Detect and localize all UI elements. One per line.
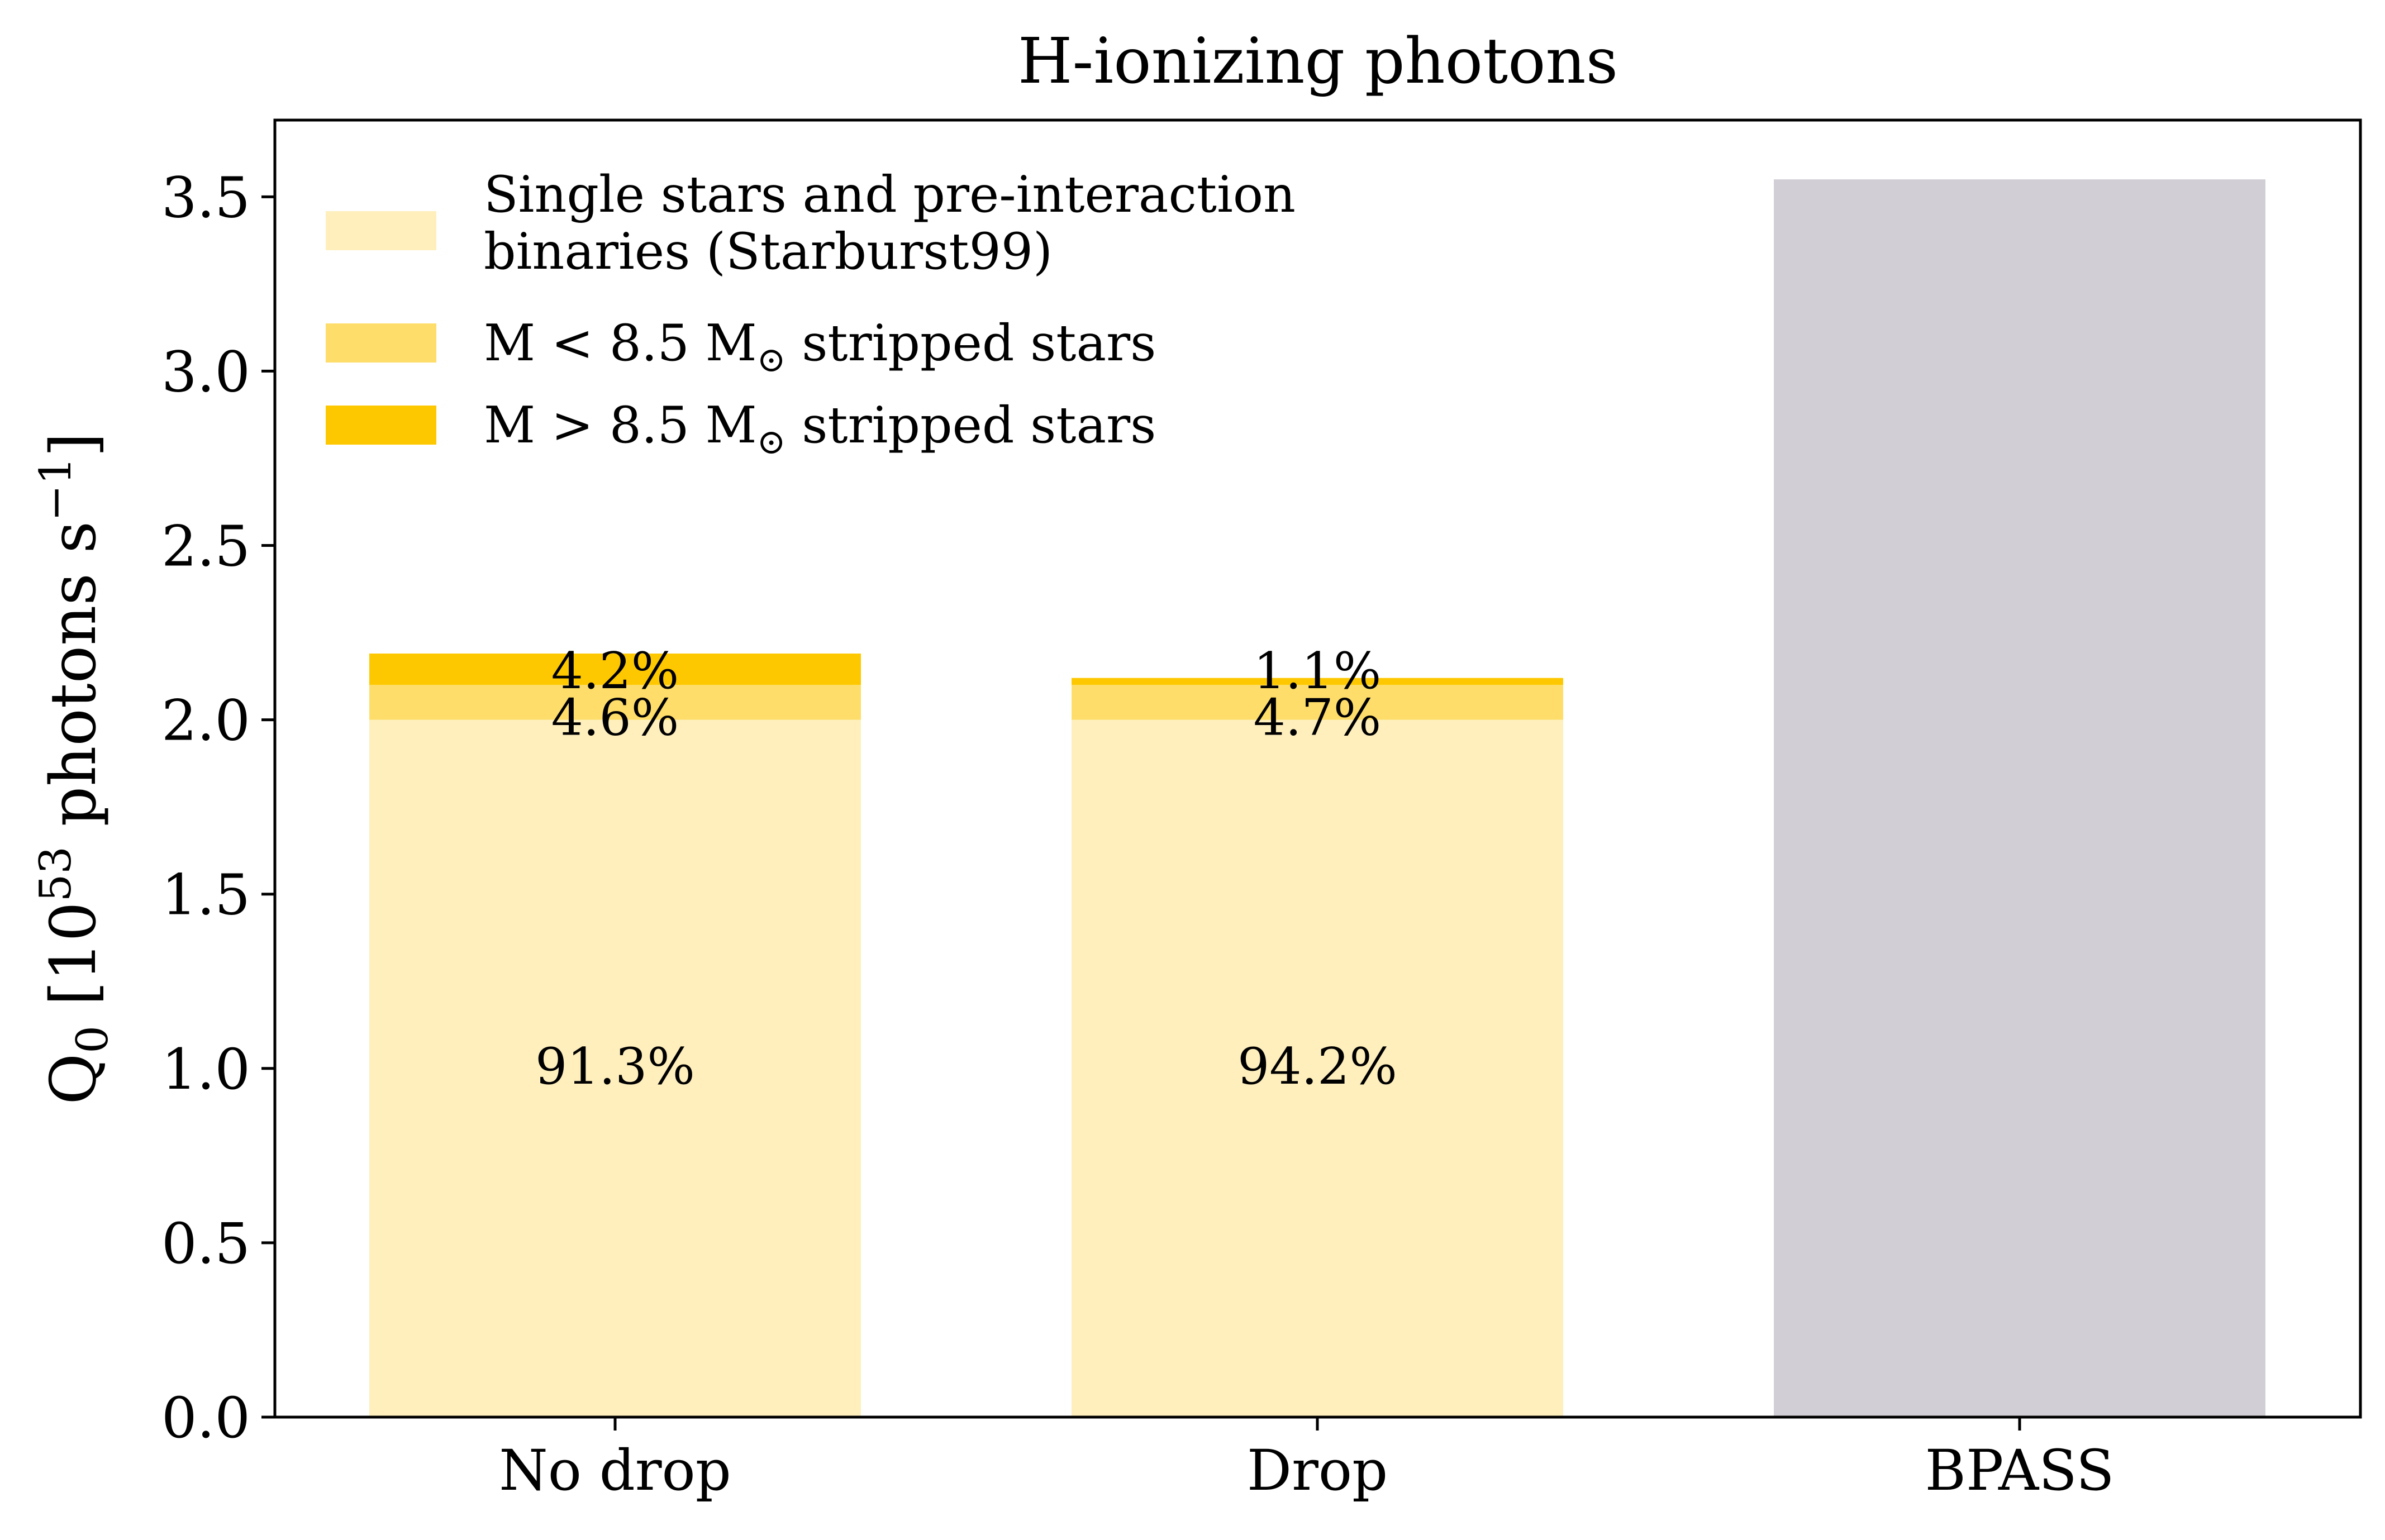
legend-label: M > 8.5 M⊙ stripped stars (484, 396, 1156, 462)
bar-labels-layer: 91.3% 94.2% 4.6% 4.7% 4.2% 1.1% (535, 642, 1397, 1096)
y-tick-label: 0.5 (161, 1211, 250, 1276)
bar-segment-1-0 (369, 685, 861, 720)
x-tick-label: Drop (1247, 1438, 1388, 1503)
x-tick-label: BPASS (1925, 1438, 2114, 1503)
bar-segment-0-0 (369, 719, 861, 1417)
y-tick-label: 3.0 (161, 339, 250, 404)
legend-swatch (326, 211, 436, 250)
bar-value-label-2-1: 1.1% (1254, 642, 1382, 700)
bars-layer (369, 179, 2265, 1418)
bar-segment-1-1 (1072, 685, 1563, 720)
y-label-prefix-sub: 0 (68, 1026, 118, 1053)
y-tick-label: 3.5 (161, 165, 250, 230)
y-label-exp1: 53 (31, 846, 81, 902)
legend-swatch (326, 323, 436, 363)
bar-value-label-2-0: 4.2% (551, 642, 679, 700)
y-label-mid2: photons s (37, 521, 110, 846)
y-axis: 0.0 0.5 1.0 1.5 2.0 2.5 3.0 3.5 (161, 165, 275, 1451)
y-label-mid: [10 (37, 902, 110, 1026)
bar-segment-2-0 (369, 654, 861, 685)
bar-value-label-0-1: 94.2% (1237, 1037, 1397, 1096)
y-axis-label: Q0 [1053 photons s−1] (31, 432, 118, 1104)
y-tick-label: 1.0 (161, 1037, 250, 1102)
y-label-prefix: Q (37, 1053, 110, 1105)
bar-value-label-0-0: 91.3% (535, 1037, 695, 1096)
y-tick-label: 0.0 (161, 1385, 250, 1451)
legend-swatch (326, 406, 436, 445)
y-tick-label: 2.0 (161, 688, 250, 754)
bar-segment-2-1 (1072, 678, 1563, 685)
y-tick-label: 2.5 (161, 514, 250, 579)
legend-label: M < 8.5 M⊙ stripped stars (484, 314, 1156, 380)
legend-label: Single stars and pre-interaction binaries… (484, 165, 1296, 281)
bar-value-label-1-0: 4.6% (551, 689, 679, 747)
bar-segment-0-1 (1072, 719, 1563, 1417)
chart-title: H-ionizing photons (1018, 25, 1618, 98)
y-label-suffix: ] (37, 432, 110, 457)
y-label-exp2: −1 (31, 457, 81, 521)
y-tick-label: 1.5 (161, 862, 250, 928)
bar-value-label-1-1: 4.7% (1254, 689, 1382, 747)
x-axis: No drop Drop BPASS (499, 1417, 2115, 1503)
bar-segment-3-2 (1774, 179, 2265, 1418)
legend: Single stars and pre-interaction binaries… (326, 165, 1296, 462)
x-tick-label: No drop (499, 1438, 731, 1503)
